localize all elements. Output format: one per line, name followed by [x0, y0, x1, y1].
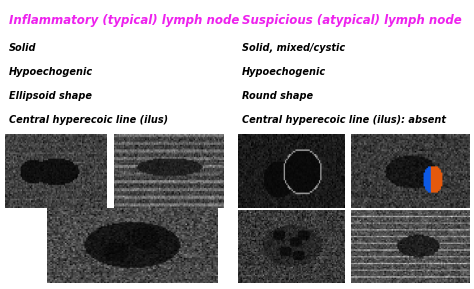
Text: Hypoechogenic: Hypoechogenic — [9, 67, 93, 77]
Text: Central hyperecoic line (ilus): absent: Central hyperecoic line (ilus): absent — [242, 116, 446, 125]
Text: Central hyperecoic line (ilus): Central hyperecoic line (ilus) — [9, 116, 168, 125]
Text: Solid, mixed/cystic: Solid, mixed/cystic — [242, 43, 345, 53]
Text: Solid: Solid — [9, 43, 36, 53]
Text: Hypoechogenic: Hypoechogenic — [242, 67, 326, 77]
Text: Round shape: Round shape — [242, 91, 313, 101]
Text: Inflammatory (typical) lymph node: Inflammatory (typical) lymph node — [9, 14, 239, 27]
Text: Suspicious (atypical) lymph node: Suspicious (atypical) lymph node — [242, 14, 462, 27]
Text: Ellipsoid shape: Ellipsoid shape — [9, 91, 92, 101]
